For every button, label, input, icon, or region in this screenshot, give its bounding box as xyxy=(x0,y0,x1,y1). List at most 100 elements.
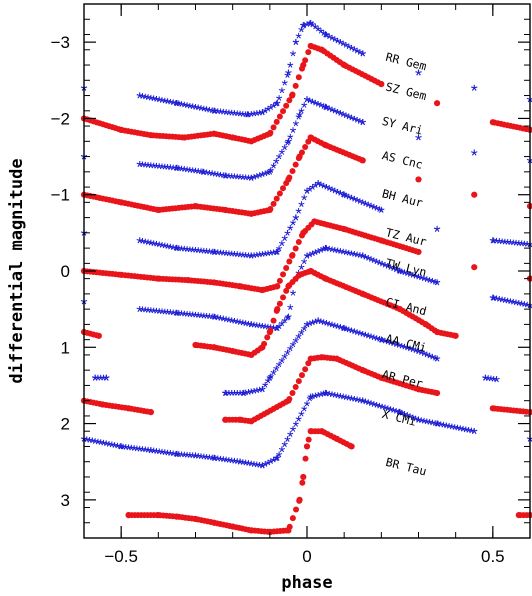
series-aa-cmi xyxy=(91,317,500,396)
data-point xyxy=(359,330,366,337)
data-point xyxy=(423,276,430,283)
series-sz-gem xyxy=(80,42,532,145)
data-point xyxy=(343,192,350,199)
data-point xyxy=(524,301,531,308)
data-point xyxy=(276,245,283,252)
data-point xyxy=(270,162,277,169)
data-point xyxy=(415,348,422,354)
data-point xyxy=(343,325,350,332)
data-point xyxy=(320,319,327,325)
data-point xyxy=(298,26,305,33)
data-point xyxy=(382,337,389,344)
data-point xyxy=(513,299,520,306)
data-point xyxy=(147,94,154,101)
data-point xyxy=(421,417,428,424)
data-point xyxy=(407,345,414,352)
data-point xyxy=(156,96,163,103)
data-point xyxy=(281,441,288,448)
data-point xyxy=(493,295,500,302)
data-point xyxy=(276,190,283,197)
data-point xyxy=(280,108,287,115)
data-point xyxy=(302,366,309,373)
data-point xyxy=(245,320,252,327)
data-point xyxy=(278,357,285,364)
data-point xyxy=(507,298,514,305)
data-point xyxy=(471,191,478,198)
data-point xyxy=(228,317,235,324)
data-point xyxy=(278,446,285,453)
data-point xyxy=(223,316,230,322)
data-point xyxy=(273,307,280,314)
data-point xyxy=(329,186,336,193)
data-point xyxy=(184,102,191,108)
y-tick-label: −1 xyxy=(51,186,70,205)
series-ci-and xyxy=(80,267,459,359)
data-point xyxy=(493,376,500,383)
data-point xyxy=(284,436,291,442)
data-point xyxy=(370,257,377,264)
data-point xyxy=(270,200,277,207)
series-br-tau xyxy=(125,428,532,535)
data-point xyxy=(323,183,330,190)
data-point xyxy=(340,393,347,400)
data-point xyxy=(284,139,291,146)
data-point xyxy=(298,107,305,114)
data-point xyxy=(468,427,475,434)
data-point xyxy=(103,440,110,447)
data-point xyxy=(331,187,338,194)
data-point xyxy=(136,92,143,99)
series-tw-lyn xyxy=(80,244,532,332)
data-point xyxy=(295,113,302,120)
data-point xyxy=(295,155,302,162)
data-point xyxy=(401,411,408,417)
data-point xyxy=(287,224,294,231)
data-point xyxy=(523,512,530,519)
data-point xyxy=(345,394,352,401)
data-point xyxy=(278,148,285,155)
data-point xyxy=(334,392,341,399)
data-point xyxy=(303,96,311,103)
data-point xyxy=(305,360,312,367)
data-point xyxy=(334,323,341,330)
data-point xyxy=(280,294,287,301)
data-point xyxy=(231,317,238,324)
data-point xyxy=(292,120,299,127)
data-point xyxy=(401,269,408,276)
data-point xyxy=(167,98,174,105)
data-point xyxy=(334,247,341,254)
data-point xyxy=(317,247,324,253)
data-point xyxy=(302,57,309,64)
data-point xyxy=(359,199,366,206)
data-point xyxy=(290,289,297,296)
data-point xyxy=(398,268,405,275)
data-point xyxy=(161,97,168,104)
data-point xyxy=(267,167,274,174)
data-point xyxy=(283,180,290,187)
data-point xyxy=(312,249,319,256)
data-point xyxy=(521,301,528,307)
data-point xyxy=(496,296,503,302)
data-point xyxy=(401,343,408,350)
data-point xyxy=(323,320,330,326)
data-point xyxy=(302,144,309,151)
data-point xyxy=(395,342,402,348)
data-point xyxy=(351,251,358,257)
data-point xyxy=(273,455,280,462)
data-point xyxy=(471,84,478,91)
data-point xyxy=(296,497,303,504)
data-point xyxy=(301,258,308,265)
data-point xyxy=(326,245,333,252)
data-point xyxy=(323,245,330,252)
data-point xyxy=(523,408,530,415)
data-point xyxy=(315,248,322,254)
data-point xyxy=(153,95,160,102)
data-point xyxy=(281,144,288,151)
data-point xyxy=(303,400,311,407)
x-tick-label: 0 xyxy=(302,547,311,566)
data-point xyxy=(273,195,280,202)
data-point xyxy=(276,451,283,458)
y-axis-label: differential magnitude xyxy=(7,158,27,383)
series-ar-per xyxy=(80,354,532,425)
data-point xyxy=(273,283,280,290)
data-point xyxy=(415,273,422,280)
